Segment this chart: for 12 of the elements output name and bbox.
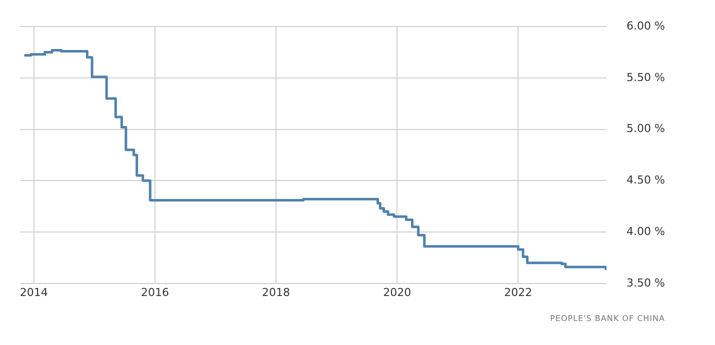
x-tick-label: 2020 <box>383 286 412 299</box>
x-tick-label: 2022 <box>504 286 532 299</box>
y-tick-label: 5.00 % <box>626 122 666 136</box>
x-tick-label: 2016 <box>140 286 169 299</box>
x-tick-label: 2018 <box>262 286 290 299</box>
x-tick-label: 2014 <box>20 286 48 299</box>
y-tick-label: 4.50 % <box>626 174 666 187</box>
y-tick-label: 5.50 % <box>626 70 666 84</box>
y-tick-label: 6.00 % <box>626 19 666 32</box>
y-tick-label: 3.50 % <box>626 276 666 290</box>
y-tick-label: 4.00 % <box>626 224 666 238</box>
text: PEOPLE'S BANK OF CHINA <box>550 314 665 323</box>
